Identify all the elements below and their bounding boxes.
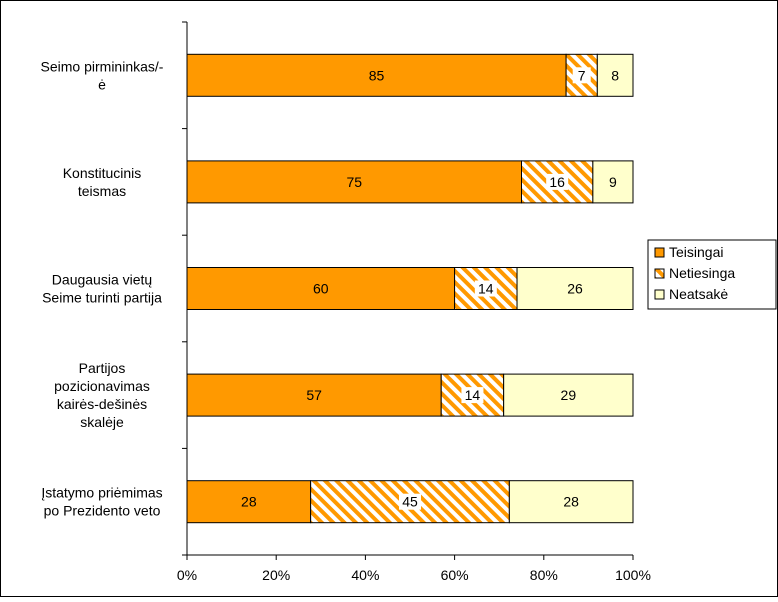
data-label: 75 [346,174,362,190]
legend-swatch [654,247,665,258]
bar-segment [503,373,634,417]
x-tick-label: 60% [441,567,469,583]
category-label: Konstitucinis teismas [63,165,142,199]
bar-segment [186,160,522,204]
x-tick-label: 100% [615,567,651,583]
category-label-line: Seimo pirmininkas/- [41,58,164,74]
legend: Teisingai Netiesinga Neatsakė [647,239,777,310]
bar-segment [186,480,312,524]
legend-swatch [654,289,665,300]
x-tick-label: 40% [351,567,379,583]
category-label-line: pozicionavimas [54,378,150,394]
plot-area: 0% 20% 40% 60% 80% 100% 85 7 8 Seimo pirmininkas/… [41,21,651,583]
data-label: 8 [611,67,619,83]
category-label-line: kairės-dešinės [57,396,147,412]
x-tick-label: 20% [262,567,290,583]
bar-segment [516,267,634,310]
data-label: 9 [609,174,617,190]
category-label: Įstatymo priėmimas po Prezidento veto [41,485,162,519]
bar-segment [596,53,634,97]
category-label-line: Įstatymo priėmimas [41,485,162,501]
data-label: 85 [369,67,385,83]
x-tick-label: 0% [177,567,197,583]
category-label-line: teismas [78,183,126,199]
data-label: 14 [465,387,481,403]
category-label: Seimo pirmininkas/- ė [41,58,164,92]
data-label: 28 [241,494,257,510]
category-label-line: ė [98,76,106,92]
data-label: 28 [563,494,579,510]
category-label: Partijos pozicionavimas kairės-dešinės skal… [54,360,150,430]
data-label: 16 [549,174,565,190]
category-label-line: Seime turinti partija [42,290,162,306]
bar-segment [508,480,634,524]
data-label: 60 [313,281,329,297]
legend-entry: Neatsakė [669,286,728,302]
legend-entry: Netiesinga [669,265,735,281]
data-label-bg [474,280,497,297]
data-label: 45 [402,494,418,510]
category-label: Daugausia vietų Seime turinti partija [42,272,162,306]
category-label-line: Konstitucinis [63,165,142,181]
data-label-bg [572,67,591,84]
data-label-bg [399,493,421,510]
category-label-line: Partijos [79,360,126,376]
data-label: 26 [567,281,583,297]
legend-box [647,239,777,310]
data-label-bg [461,387,484,404]
data-label-bg [546,173,569,190]
legend-swatch [654,268,665,279]
data-label: 14 [478,281,494,297]
data-label: 57 [306,387,322,403]
bar-segment [186,53,567,97]
data-label: 29 [561,387,577,403]
category-label-line: po Prezidento veto [44,503,161,519]
x-tick-label: 80% [530,567,558,583]
data-label: 7 [578,67,586,83]
legend-entry: Teisingai [669,244,723,260]
category-label-line: Daugausia vietų [52,272,153,288]
category-label-line: skalėje [80,414,124,430]
bar-segment [592,160,634,204]
